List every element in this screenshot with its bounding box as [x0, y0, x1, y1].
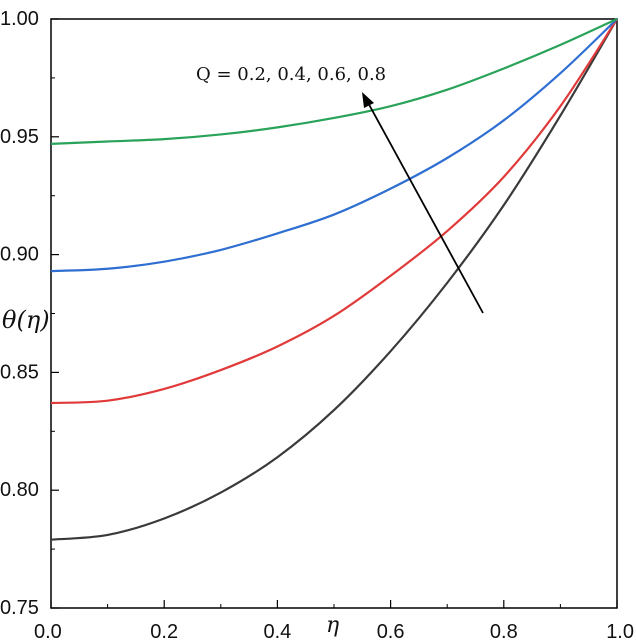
series-line-2	[50, 18, 618, 405]
x-tick-label: 0.6	[377, 621, 405, 643]
x-axis-label: η	[326, 613, 339, 638]
x-tick-label: 0.8	[490, 621, 518, 643]
x-tick-label: 1.0	[606, 621, 634, 643]
x-tick-label: 0.0	[34, 621, 62, 643]
y-tick-label: 0.85	[0, 361, 39, 383]
series-line-4	[50, 17, 618, 145]
y-tick-label: 0.90	[0, 244, 39, 266]
y-tick-label: 0.95	[0, 126, 39, 148]
y-axis-label: θ(η)	[2, 306, 50, 334]
tick-marks	[50, 18, 618, 609]
y-tick-label: 0.80	[0, 479, 39, 501]
y-tick-label: 0.75	[0, 597, 39, 619]
x-tick-labels: 0.0 0.2 0.4 0.6 0.8 1.0	[34, 621, 634, 643]
x-tick-label: 0.4	[263, 621, 291, 643]
series-lines	[50, 17, 618, 541]
q-annotation: Q = 0.2, 0.4, 0.6, 0.8	[196, 64, 386, 85]
plot-frame	[50, 18, 618, 609]
series-line-3	[50, 18, 618, 273]
annotation-arrow	[362, 92, 484, 314]
series-line-1	[50, 18, 618, 541]
x-tick-label: 0.2	[150, 621, 178, 643]
y-tick-labels: 0.75 0.80 0.85 0.90 0.95 1.00	[0, 8, 39, 619]
y-tick-label: 1.00	[0, 8, 39, 30]
